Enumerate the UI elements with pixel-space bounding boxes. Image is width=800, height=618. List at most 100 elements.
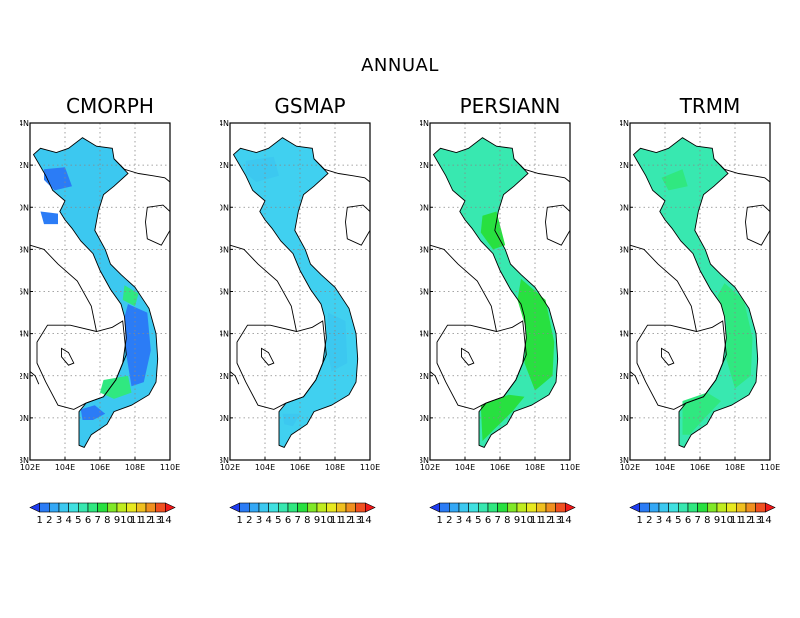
lon-tick-label: 108E — [325, 463, 345, 472]
figure-title: ANNUAL — [361, 55, 439, 76]
lon-tick-label: 102E — [620, 463, 640, 472]
colorbar-label: 14 — [359, 515, 372, 526]
colorbar-high-arrow — [365, 502, 376, 513]
colorbar-swatch — [497, 502, 508, 513]
colorbar-label: 9 — [314, 515, 320, 526]
colorbar-swatch — [107, 502, 118, 513]
colorbar-high-arrow — [565, 502, 576, 513]
lon-tick-label: 102E — [20, 463, 40, 472]
lat-tick-label: 10N — [220, 414, 229, 423]
colorbar-label: 13 — [549, 515, 562, 526]
colorbar-swatch — [678, 502, 689, 513]
lat-tick-label: 10N — [20, 414, 29, 423]
lat-tick-label: 16N — [220, 288, 229, 297]
colorbar-label: 5 — [75, 515, 81, 526]
colorbar-label: 13 — [749, 515, 762, 526]
colorbar-swatch — [707, 502, 718, 513]
colorbar-swatch — [449, 502, 460, 513]
colorbar-swatch — [468, 502, 479, 513]
lat-tick-label: 14N — [20, 330, 29, 339]
colorbar-swatch — [287, 502, 298, 513]
lat-tick-label: 12N — [620, 372, 629, 381]
lon-tick-label: 110E — [760, 463, 780, 472]
colorbar-label: 3 — [256, 515, 262, 526]
lon-tick-label: 104E — [455, 463, 475, 472]
colorbar-swatch — [439, 502, 450, 513]
colorbar-label: 6 — [485, 515, 491, 526]
colorbar-swatch — [278, 502, 289, 513]
lon-tick-label: 104E — [255, 463, 275, 472]
colorbar-label: 6 — [685, 515, 691, 526]
colorbar-swatch — [316, 502, 327, 513]
colorbar-swatch — [258, 502, 269, 513]
lon-tick-label: 106E — [690, 463, 710, 472]
colorbar-label: 2 — [246, 515, 252, 526]
colorbar-swatch — [458, 502, 469, 513]
colorbar-label: 1 — [36, 515, 42, 526]
colorbar-swatch — [87, 502, 98, 513]
colorbar-swatch — [755, 502, 766, 513]
colorbar-label: 14 — [759, 515, 772, 526]
colorbar-label: 10 — [520, 515, 533, 526]
colorbar-label: 9 — [714, 515, 720, 526]
colorbar-swatch — [478, 502, 489, 513]
lat-tick-label: 24N — [20, 120, 29, 128]
colorbar-swatch — [145, 502, 156, 513]
colorbar-label: 4 — [65, 515, 71, 526]
colorbar-label: 12 — [340, 515, 353, 526]
panel-title: GSMAP — [274, 94, 346, 118]
lat-tick-label: 22N — [20, 161, 29, 170]
colorbar-label: 11 — [530, 515, 543, 526]
panel-title: TRMM — [679, 94, 741, 118]
colorbar-swatch — [39, 502, 50, 513]
colorbar-label: 13 — [349, 515, 362, 526]
colorbar-swatch — [155, 502, 166, 513]
colorbar-swatch — [49, 502, 60, 513]
lon-tick-label: 108E — [125, 463, 145, 472]
colorbar-label: 4 — [665, 515, 671, 526]
lon-tick-label: 106E — [290, 463, 310, 472]
lon-tick-label: 108E — [725, 463, 745, 472]
colorbar-swatch — [326, 502, 337, 513]
colorbar-label: 7 — [694, 515, 700, 526]
colorbar-label: 13 — [149, 515, 162, 526]
colorbar-low-arrow — [229, 502, 240, 513]
colorbar: 1 2 3 4 5 6 7 8 9 10 11 12 13 14 — [20, 500, 200, 530]
lat-tick-label: 18N — [220, 245, 229, 254]
colorbar-swatch — [58, 502, 69, 513]
colorbar-label: 11 — [730, 515, 743, 526]
colorbar-swatch — [716, 502, 727, 513]
colorbar-swatch — [736, 502, 747, 513]
colorbar-swatch — [249, 502, 260, 513]
lat-tick-label: 14N — [420, 330, 429, 339]
lat-tick-label: 8N — [20, 456, 29, 465]
colorbar-swatch — [336, 502, 347, 513]
lat-tick-label: 18N — [620, 245, 629, 254]
colorbar-swatch — [345, 502, 356, 513]
colorbar-swatch — [307, 502, 318, 513]
colorbar-swatch — [536, 502, 547, 513]
lon-tick-label: 110E — [560, 463, 580, 472]
colorbar-swatch — [78, 502, 89, 513]
colorbar-swatch — [355, 502, 366, 513]
colorbar-label: 1 — [636, 515, 642, 526]
colorbar-label: 6 — [85, 515, 91, 526]
colorbar-label: 7 — [94, 515, 100, 526]
colorbar-swatch — [507, 502, 518, 513]
colorbar-swatch — [526, 502, 537, 513]
lat-tick-label: 10N — [620, 414, 629, 423]
colorbar-label: 2 — [46, 515, 52, 526]
colorbar-low-arrow — [629, 502, 640, 513]
lat-tick-label: 18N — [20, 245, 29, 254]
colorbar-swatch — [136, 502, 147, 513]
colorbar-label: 5 — [675, 515, 681, 526]
colorbar-swatch — [639, 502, 650, 513]
lat-tick-label: 8N — [220, 456, 229, 465]
colorbar-label: 3 — [656, 515, 662, 526]
lat-tick-label: 10N — [420, 414, 429, 423]
